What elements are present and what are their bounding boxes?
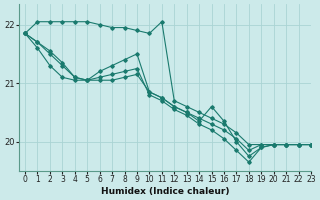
X-axis label: Humidex (Indice chaleur): Humidex (Indice chaleur): [101, 187, 229, 196]
